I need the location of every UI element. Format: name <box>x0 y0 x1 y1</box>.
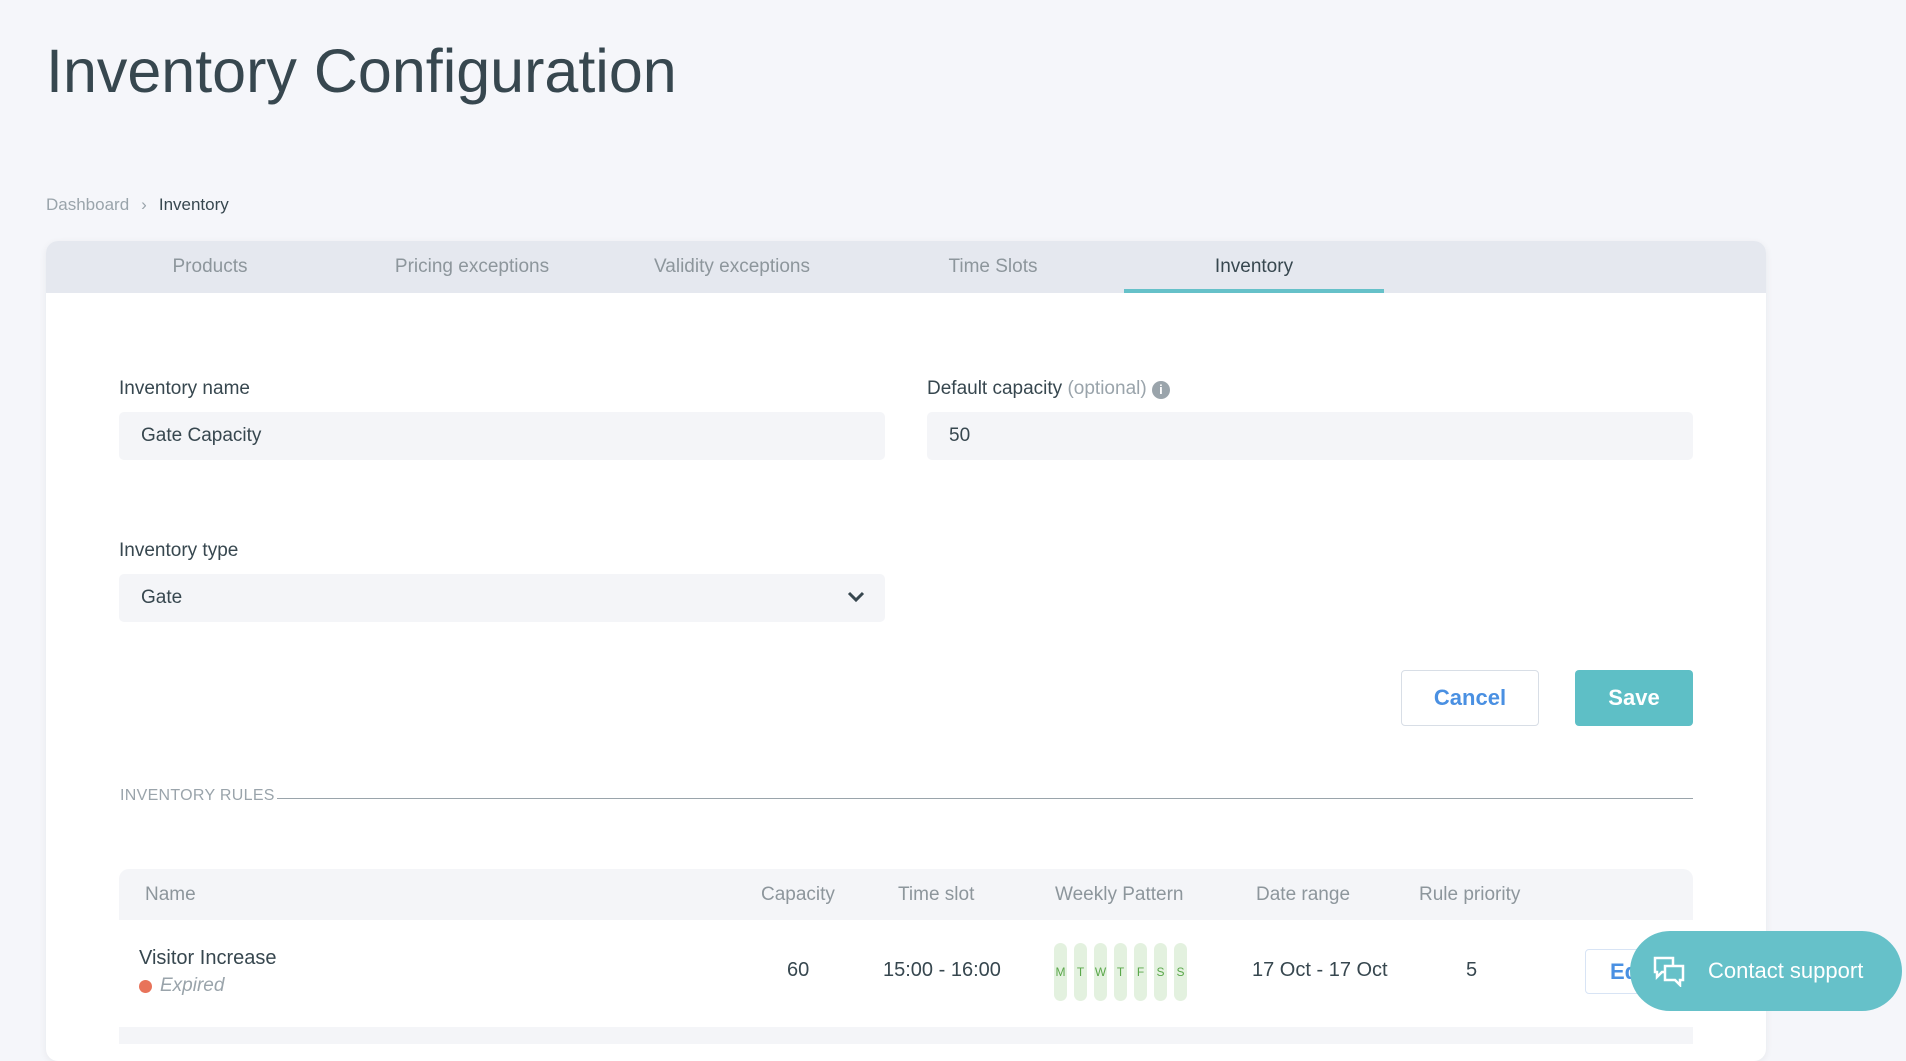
save-button[interactable]: Save <box>1575 670 1693 726</box>
config-card: Products Pricing exceptions Validity exc… <box>46 241 1766 1061</box>
inventory-name-label: Inventory name <box>119 378 250 399</box>
col-rule-priority: Rule priority <box>1419 884 1521 905</box>
tab-bar: Products Pricing exceptions Validity exc… <box>46 241 1766 293</box>
col-capacity: Capacity <box>761 884 835 905</box>
day-wed: W <box>1094 943 1107 1001</box>
optional-hint: (optional) <box>1067 378 1147 399</box>
capacity-label-text: Default capacity <box>927 378 1063 399</box>
chevron-down-icon <box>847 591 865 603</box>
breadcrumb: Dashboard › Inventory <box>46 195 229 215</box>
contact-support-label: Contact support <box>1708 958 1864 983</box>
inventory-name-input[interactable]: Gate Capacity <box>119 412 885 460</box>
day-fri: F <box>1134 943 1147 1001</box>
inventory-type-label: Inventory type <box>119 540 239 561</box>
day-sat: S <box>1154 943 1167 1001</box>
cancel-button[interactable]: Cancel <box>1401 670 1539 726</box>
col-date-range: Date range <box>1256 884 1351 905</box>
col-time-slot: Time slot <box>898 884 975 905</box>
tab-pricing-exceptions[interactable]: Pricing exceptions <box>394 256 550 277</box>
default-capacity-input[interactable]: 50 <box>927 412 1693 460</box>
section-divider <box>277 798 1693 799</box>
status-dot-icon <box>139 979 152 993</box>
rule-name: Visitor Increase <box>139 947 277 969</box>
chat-bubbles-icon <box>1653 956 1685 987</box>
rule-capacity: 60 <box>787 959 810 981</box>
chevron-right-icon: › <box>141 195 147 214</box>
inventory-rules-heading: INVENTORY RULES <box>120 787 275 804</box>
tab-inventory[interactable]: Inventory <box>1214 256 1294 277</box>
inventory-type-value: Gate <box>141 587 183 608</box>
day-sun: S <box>1174 943 1187 1001</box>
info-icon[interactable]: i <box>1151 381 1170 399</box>
tab-validity-exceptions[interactable]: Validity exceptions <box>654 256 810 277</box>
status-badge: Expired <box>139 975 224 997</box>
active-tab-indicator <box>1124 289 1384 293</box>
contact-support-button[interactable]: Contact support <box>1630 931 1902 1011</box>
rules-table-header <box>119 869 1693 920</box>
next-row <box>119 1027 1693 1044</box>
status-text: Expired <box>160 975 225 996</box>
inventory-type-select[interactable]: Gate <box>119 574 885 622</box>
breadcrumb-dashboard[interactable]: Dashboard <box>46 195 130 214</box>
day-tue: T <box>1074 943 1087 1001</box>
rule-priority: 5 <box>1466 959 1478 981</box>
breadcrumb-inventory: Inventory <box>158 195 229 214</box>
col-weekly-pattern: Weekly Pattern <box>1055 884 1184 905</box>
tab-time-slots[interactable]: Time Slots <box>948 256 1038 277</box>
day-thu: T <box>1114 943 1127 1001</box>
default-capacity-label: Default capacity (optional) i <box>927 378 1170 400</box>
tab-products[interactable]: Products <box>172 256 248 277</box>
rule-time-slot: 15:00 - 16:00 <box>883 959 1001 981</box>
rule-date-range: 17 Oct - 17 Oct <box>1252 959 1388 981</box>
page-title: Inventory Configuration <box>46 37 677 105</box>
day-mon: M <box>1054 943 1067 1001</box>
col-name: Name <box>145 884 196 905</box>
